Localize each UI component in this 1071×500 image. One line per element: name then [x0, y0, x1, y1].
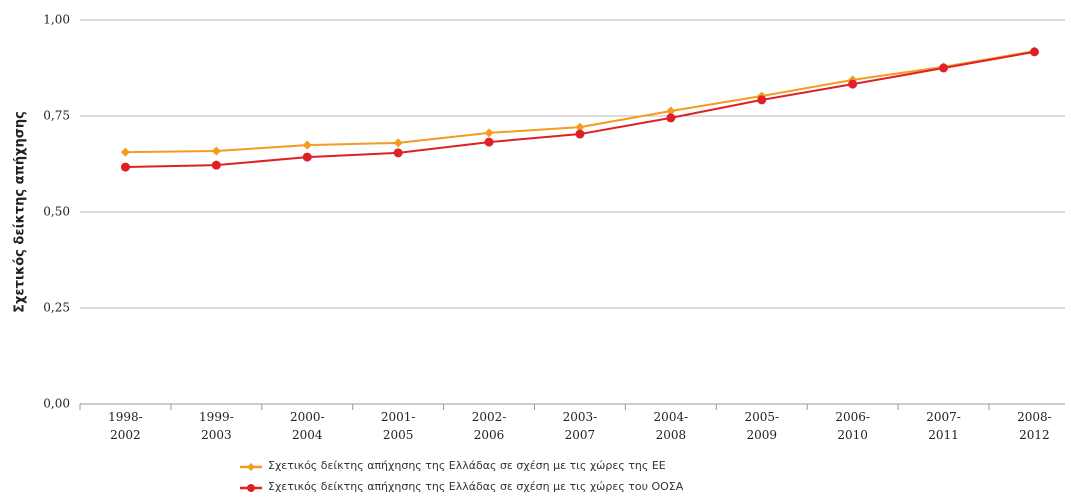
y-axis-label: Σχετικός δείκτης απήχησης	[13, 111, 28, 313]
y-tick-label: 0,00	[43, 397, 70, 411]
x-tick-label: 1999-2003	[199, 410, 234, 442]
marker	[302, 152, 312, 162]
x-tick-label: 2008-2012	[1017, 410, 1052, 442]
x-tick-label: 2003-2007	[562, 410, 598, 442]
marker	[1029, 47, 1039, 57]
marker	[120, 162, 130, 172]
x-tick-label: 2005-2009	[744, 410, 780, 442]
legend-marker	[247, 463, 255, 471]
x-tick-label: 2007-2011	[926, 410, 961, 442]
y-tick-label: 1,00	[43, 13, 70, 27]
x-tick-label: 2006-2010	[835, 410, 870, 442]
marker	[484, 137, 494, 147]
legend-marker	[247, 484, 255, 492]
marker	[848, 79, 858, 89]
marker	[484, 128, 494, 138]
marker	[393, 138, 403, 148]
x-tick-label: 2002-2006	[471, 410, 507, 442]
marker	[939, 63, 949, 73]
x-tick-label: 2001-2005	[380, 410, 416, 442]
marker	[211, 160, 221, 170]
x-tick-label: 2004-2008	[653, 410, 689, 442]
marker	[120, 147, 130, 157]
legend-label: Σχετικός δείκτης απήχησης της Ελλάδας σε…	[268, 480, 684, 493]
marker	[575, 122, 585, 132]
series-line	[125, 50, 1035, 169]
marker	[757, 95, 767, 105]
x-tick-label: 2000-2004	[289, 410, 325, 442]
marker	[302, 140, 312, 150]
marker	[666, 113, 676, 123]
y-tick-label: 0,75	[43, 109, 70, 123]
legend-label: Σχετικός δείκτης απήχησης της Ελλάδας σε…	[268, 459, 666, 472]
marker	[211, 146, 221, 156]
y-tick-label: 0,50	[43, 205, 70, 219]
x-tick-label: 1998-2002	[108, 410, 143, 442]
y-tick-label: 0,25	[43, 301, 70, 315]
marker	[575, 129, 585, 139]
marker	[393, 148, 403, 158]
marker	[666, 106, 676, 116]
